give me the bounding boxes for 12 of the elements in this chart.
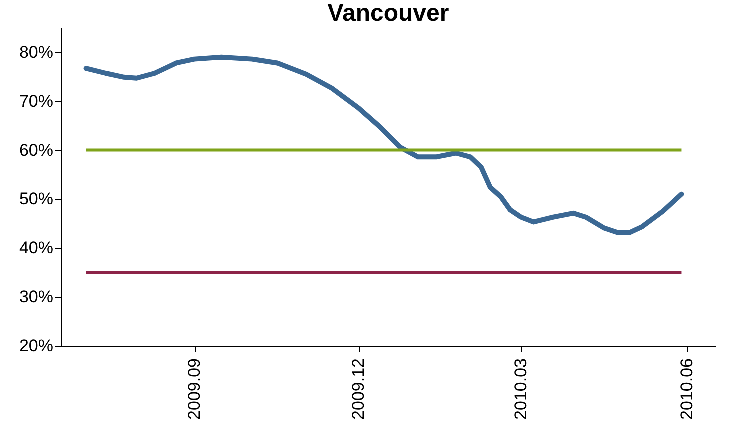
chart-title: Vancouver [328,0,450,27]
y-tick-label: 80% [19,42,54,62]
x-tick-label: 2010.06 [678,358,697,420]
x-tick-label: 2009.09 [185,358,204,420]
y-tick-label: 30% [19,288,54,307]
y-tick-label: 60% [19,140,54,160]
y-tick-label: 40% [19,238,54,258]
y-tick-label: 70% [19,92,54,111]
y-tick-label: 20% [19,336,54,356]
x-tick-label: 2009.12 [349,358,368,420]
x-tick-label: 2010.03 [512,358,531,420]
y-tick-label: 50% [19,190,54,209]
